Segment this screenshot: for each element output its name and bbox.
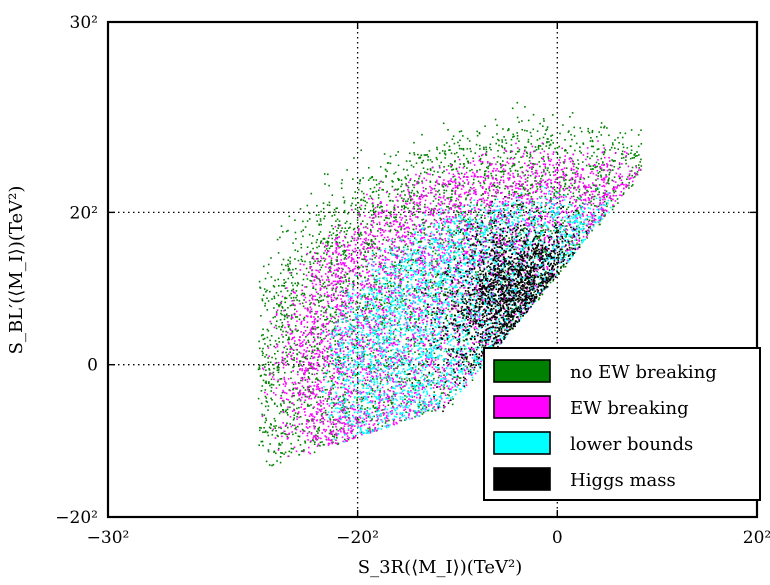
x-axis-title: S_3R(⟨M_I⟩)(TeV²) xyxy=(358,557,523,578)
legend-swatch xyxy=(494,360,550,382)
legend-label: EW breaking xyxy=(570,398,689,419)
y-axis-title: S_BL′(⟨M_I⟩)(TeV²) xyxy=(6,186,27,355)
y-tick-label: 20² xyxy=(70,203,98,223)
y-tick-label: −20² xyxy=(55,508,98,528)
x-tick-label: 0 xyxy=(552,528,563,548)
legend-swatch xyxy=(494,432,550,454)
y-tick-label: 30² xyxy=(70,13,98,33)
legend-label: Higgs mass xyxy=(570,470,676,491)
y-tick-label: 0 xyxy=(87,356,98,376)
x-tick-label: 20² xyxy=(743,528,770,548)
legend-label: lower bounds xyxy=(570,434,693,455)
x-tick-label: −30² xyxy=(87,528,130,548)
legend-label: no EW breaking xyxy=(570,362,717,383)
legend: no EW breaking EW breaking lower bounds Hig… xyxy=(484,348,760,500)
legend-swatch xyxy=(494,396,550,418)
legend-swatch xyxy=(494,468,550,490)
x-tick-label: −20² xyxy=(336,528,379,548)
